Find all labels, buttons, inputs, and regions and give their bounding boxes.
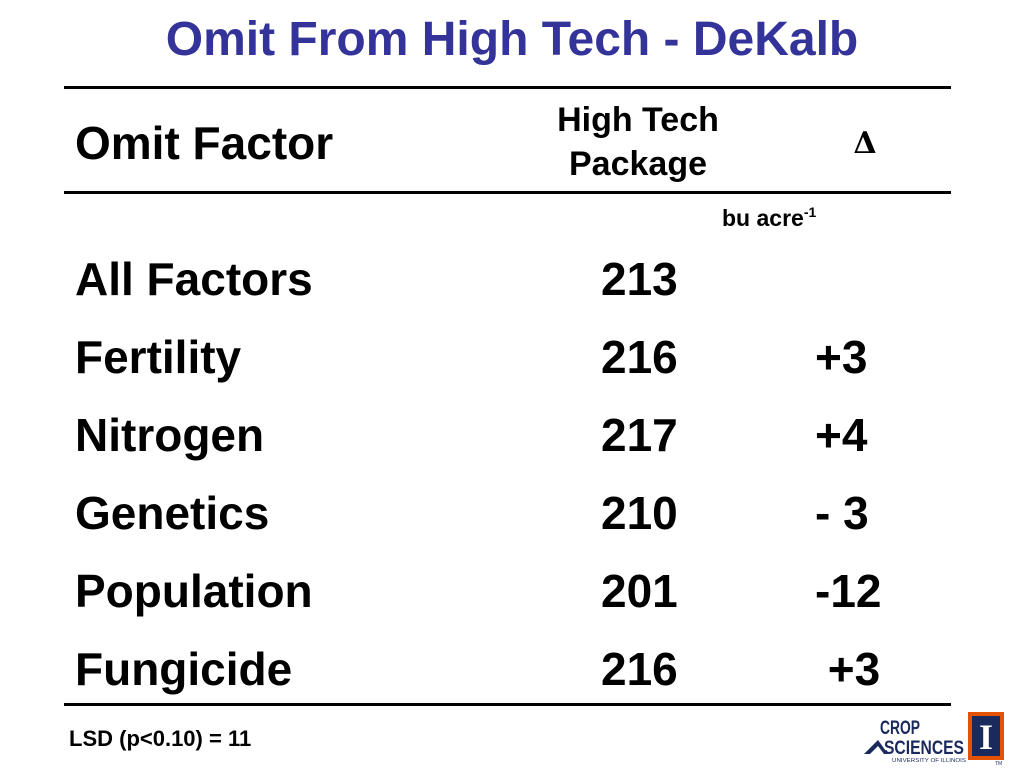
table-row: All Factors 213: [0, 251, 1024, 321]
row-value: 213: [601, 253, 678, 305]
logo-trademark: TM: [995, 761, 1002, 766]
units-label: bu acre-1: [722, 203, 816, 233]
row-delta: -12: [815, 565, 882, 617]
column-header-delta: Δ: [853, 126, 877, 161]
row-factor: All Factors: [75, 253, 313, 305]
row-value: 216: [601, 331, 678, 383]
logo-line1: CROP: [880, 718, 920, 739]
table-row: Fertility 216 +3: [0, 329, 1024, 399]
row-delta: +4: [815, 409, 868, 461]
units-base: bu acre: [722, 205, 804, 231]
logo-subtitle: UNIVERSITY OF ILLINOIS: [892, 758, 966, 764]
row-value: 210: [601, 487, 678, 539]
row-delta: +3: [815, 643, 881, 695]
page-title: Omit From High Tech - DeKalb: [165, 13, 859, 66]
column-header-package: High Tech Package: [520, 98, 756, 186]
illinois-emblem-icon: I: [968, 712, 1004, 760]
row-delta: - 3: [815, 487, 869, 539]
row-factor: Fungicide: [75, 643, 293, 695]
table-row: Genetics 210 - 3: [0, 485, 1024, 555]
row-factor: Genetics: [75, 487, 270, 539]
row-value: 217: [601, 409, 678, 461]
column-header-package-line1: High Tech: [557, 101, 719, 139]
column-header-factor: Omit Factor: [75, 117, 334, 169]
table-bottom-rule: [64, 703, 951, 706]
row-factor: Nitrogen: [75, 409, 265, 461]
row-value: 216: [601, 643, 678, 695]
table-top-rule: [64, 86, 951, 89]
table-header-rule: [64, 191, 951, 194]
lsd-footnote: LSD (p<0.10) = 11: [69, 726, 252, 751]
table-row: Population 201 -12: [0, 563, 1024, 633]
column-header-package-line2: Package: [569, 145, 707, 183]
logo-emblem-letter: I: [979, 717, 993, 757]
logo-line2: SCIENCES: [884, 738, 964, 759]
row-factor: Population: [75, 565, 313, 617]
row-value: 201: [601, 565, 678, 617]
row-delta: +3: [815, 331, 868, 383]
table-row: Fungicide 216 +3: [0, 641, 1024, 711]
row-factor: Fertility: [75, 331, 242, 383]
crop-sciences-logo: CROP SCIENCES UNIVERSITY OF ILLINOIS I T…: [864, 712, 1004, 766]
table-row: Nitrogen 217 +4: [0, 407, 1024, 477]
units-exponent: -1: [803, 204, 817, 220]
plant-mark-icon: [864, 740, 888, 754]
